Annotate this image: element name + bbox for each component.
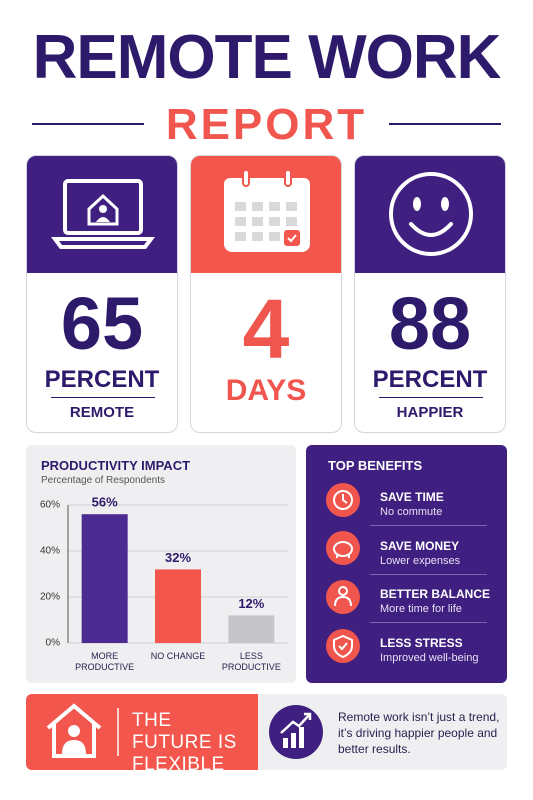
benefit-text: Improved well-being: [380, 652, 479, 664]
x-tick-label: NO CHANGE: [150, 651, 206, 661]
footer-text: Remote work isn’t just a trend, it’s dri…: [338, 710, 500, 756]
stat-value: 88: [388, 282, 472, 365]
stat-card: 88 PERCENT HAPPIER: [354, 155, 506, 433]
benefit-title: SAVE MONEY: [380, 539, 460, 553]
bar: [228, 615, 275, 643]
x-tick-label: LESS PRODUCTIVE: [221, 651, 281, 672]
chart-panel: PRODUCTIVITY IMPACT Percentage of Respon…: [26, 445, 296, 683]
value-label: 56%: [92, 495, 118, 510]
value-label: 12%: [238, 596, 264, 611]
benefit-text: No commute: [380, 506, 443, 518]
rule: [51, 397, 155, 398]
stat-unit: PERCENT: [372, 366, 488, 393]
chart-svg: 0% 20% 40% 60% 56% 32% 12%: [40, 495, 288, 649]
benefit-title: LESS STRESS: [380, 636, 463, 650]
title: REMOTE WORK: [32, 23, 502, 92]
x-tick-label: MORE PRODUCTIVE: [75, 651, 135, 672]
bar: [81, 514, 128, 643]
rule: [379, 397, 483, 398]
y-tick-label: 60%: [40, 500, 60, 511]
subtitle: REPORT: [165, 100, 368, 149]
benefit-title: BETTER BALANCE: [380, 587, 490, 601]
chart-title: PRODUCTIVITY IMPACT: [41, 458, 191, 473]
stat-label: HAPPIER: [396, 404, 464, 421]
separator: [370, 574, 487, 575]
benefit-text: Lower expenses: [380, 555, 461, 567]
smiley-icon: [389, 172, 473, 256]
stat-unit: PERCENT: [44, 366, 160, 393]
card-top: [27, 156, 177, 273]
stat-unit: DAYS: [225, 374, 307, 407]
separator: [370, 525, 487, 526]
stat-label: REMOTE: [69, 404, 135, 421]
value-label: 32%: [165, 550, 191, 565]
benefit-title: SAVE TIME: [380, 490, 444, 504]
benefits-title: TOP BENEFITS: [328, 458, 423, 473]
y-tick-label: 40%: [40, 546, 60, 557]
stat-card: 65 PERCENT REMOTE: [26, 155, 178, 433]
y-tick-label: 20%: [40, 592, 60, 603]
rule: [32, 123, 144, 125]
y-tick-label: 0%: [46, 638, 61, 649]
benefit-text: More time for life: [380, 603, 462, 615]
stat-value: 4: [242, 282, 290, 376]
separator: [370, 622, 487, 623]
calendar-icon: [224, 169, 310, 252]
stat-card: 4 DAYS: [190, 155, 342, 433]
rule: [389, 123, 501, 125]
bar: [155, 569, 201, 643]
footer-headline: THE FUTURE IS FLEXIBLE: [132, 710, 237, 775]
laptop-icon: [51, 179, 155, 249]
stat-value: 65: [60, 282, 144, 365]
chart-subtitle: Percentage of Respondents: [41, 475, 165, 486]
